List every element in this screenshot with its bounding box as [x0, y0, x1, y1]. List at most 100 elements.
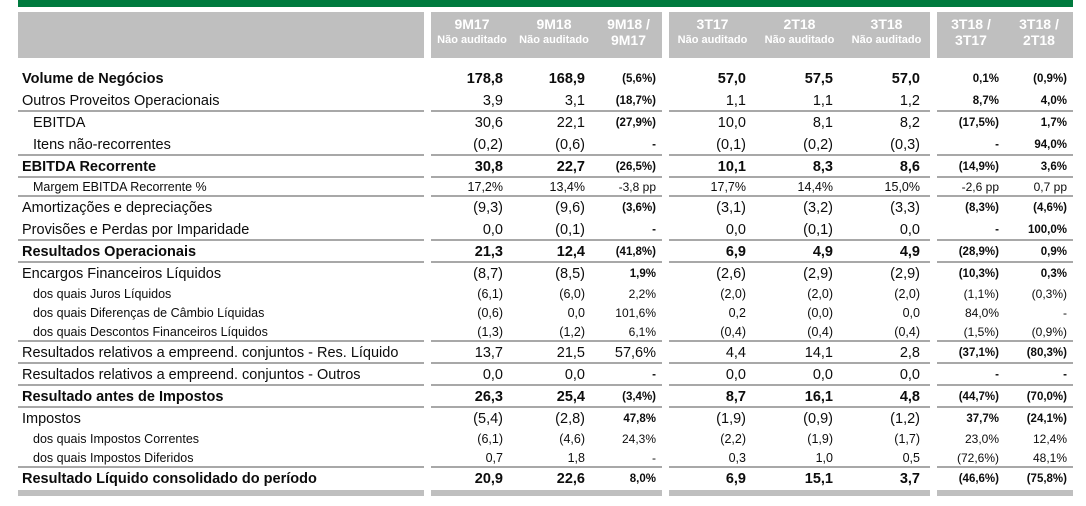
value-cell: (0,1)	[716, 137, 746, 153]
column-gap	[930, 68, 937, 90]
value-cell: (3,4%)	[622, 391, 656, 403]
table-row: Margem EBITDA Recorrente % 17,2% 13,4% -3,8…	[18, 178, 1073, 197]
value-cell: 0,3%	[1040, 268, 1067, 280]
value-segment: (72,6%) 48,1%	[937, 449, 1073, 468]
row-label: Resultados Operacionais	[22, 244, 197, 260]
value-cell: 1,9%	[629, 268, 656, 280]
value-segment: 4,4 14,1 2,8	[669, 342, 930, 364]
value-segment: 10,1 8,3 8,6	[669, 156, 930, 178]
column-gap	[662, 156, 669, 178]
value-cell: 57,5	[804, 71, 833, 87]
value-cell: 25,4	[556, 389, 585, 405]
value-segment: (8,7) (8,5) 1,9%	[431, 263, 662, 285]
value-cell: 0,0	[725, 367, 746, 383]
table-row: EBITDA 30,6 22,1 (27,9%) 10,0 8,1 8,2 (17,5%) 1,…	[18, 112, 1073, 134]
column-header-3t18: 3T18 /3T17	[937, 12, 1005, 58]
value-segment: (28,9%) 0,9%	[937, 241, 1073, 263]
value-cell: 22,6	[556, 471, 585, 487]
row-label-segment: Resultado Líquido consolidado do período	[18, 468, 424, 490]
column-gap	[662, 323, 669, 342]
value-segment: (1,1%) (0,3%)	[937, 285, 1073, 304]
value-cell: 6,1%	[628, 325, 656, 339]
column-gap	[424, 364, 431, 386]
column-gap	[424, 241, 431, 263]
value-cell: 23,0%	[964, 432, 999, 446]
table-row: Resultado antes de Impostos 26,3 25,4 (3,4%…	[18, 386, 1073, 408]
value-segment: 3,9 3,1 (18,7%)	[431, 90, 662, 112]
column-gap	[424, 304, 431, 323]
column-gap	[662, 468, 669, 490]
value-cell: -	[652, 224, 656, 236]
column-header-9m18: 9M18 /9M17	[595, 12, 662, 58]
value-cell: 3,1	[564, 93, 585, 109]
value-cell: (3,2)	[803, 200, 833, 216]
value-cell: 94,0%	[1034, 139, 1067, 151]
table-row: dos quais Impostos Correntes (6,1) (4,6) 24…	[18, 430, 1073, 449]
value-cell: 0,0	[567, 306, 585, 320]
value-cell: (72,6%)	[956, 451, 999, 465]
value-cell: (0,6)	[555, 137, 585, 153]
table-row: Resultados relativos a empreend. conjunt…	[18, 364, 1073, 386]
value-cell: 4,9	[812, 244, 833, 260]
value-cell: -2,6 pp	[961, 180, 999, 194]
table-row: dos quais Juros Líquidos (6,1) (6,0) 2,2% (2…	[18, 285, 1073, 304]
value-cell: 12,4	[556, 244, 585, 260]
table-row: Itens não-recorrentes (0,2) (0,6) - (0,1) (0,…	[18, 134, 1073, 156]
value-cell: (6,0)	[559, 287, 585, 301]
column-gap	[662, 342, 669, 364]
value-cell: 0,2	[728, 306, 746, 320]
bottom-bar-segment	[669, 490, 930, 496]
value-cell: (1,5%)	[963, 325, 999, 339]
value-cell: 57,0	[717, 71, 746, 87]
row-label-segment: dos quais Diferenças de Câmbio Líquidas	[18, 304, 424, 323]
table-row: Resultados relativos a empreend. conjunt…	[18, 342, 1073, 364]
value-cell: 168,9	[548, 71, 585, 87]
value-cell: (8,3%)	[965, 202, 999, 214]
value-cell: (1,7)	[894, 432, 920, 446]
value-cell: 14,4%	[797, 180, 833, 194]
value-cell: 2,8	[899, 345, 920, 361]
value-segment: 20,9 22,6 8,0%	[431, 468, 662, 490]
value-segment: 0,0 0,0 0,0	[669, 364, 930, 386]
value-cell: (2,9)	[890, 266, 920, 282]
value-cell: (80,3%)	[1026, 347, 1067, 359]
column-gap	[930, 323, 937, 342]
value-cell: 1,0	[815, 451, 833, 465]
value-segment: 8,7% 4,0%	[937, 90, 1073, 112]
column-gap	[424, 263, 431, 285]
value-cell: 0,0	[899, 222, 920, 238]
value-cell: 0,5	[902, 451, 920, 465]
value-cell: -	[995, 369, 999, 381]
column-gap	[424, 408, 431, 430]
value-cell: (0,4)	[720, 325, 746, 339]
column-gap	[424, 285, 431, 304]
value-segment: 0,0 (0,1) 0,0	[669, 219, 930, 241]
value-segment: (0,6) 0,0 101,6%	[431, 304, 662, 323]
value-segment: (6,1) (6,0) 2,2%	[431, 285, 662, 304]
value-cell: (37,1%)	[958, 347, 999, 359]
value-cell: (9,6)	[555, 200, 585, 216]
value-cell: -	[652, 451, 656, 465]
value-segment: (8,3%) (4,6%)	[937, 197, 1073, 219]
column-gap	[930, 285, 937, 304]
value-segment: 0,0 0,0 -	[431, 364, 662, 386]
value-cell: (0,9)	[803, 411, 833, 427]
header-column-group: 3T18 /3T17 3T18 /2T18	[937, 12, 1073, 58]
value-cell: (5,6%)	[622, 73, 656, 85]
column-gap	[662, 197, 669, 219]
row-label: dos quais Impostos Correntes	[33, 432, 200, 446]
column-header-period: 3T18 /	[1019, 16, 1059, 32]
column-header-3t18: 3T18 /2T18	[1005, 12, 1073, 58]
value-cell: 100,0%	[1027, 224, 1067, 236]
row-label: Itens não-recorrentes	[33, 137, 171, 153]
column-gap	[424, 178, 431, 197]
value-cell: 1,1	[812, 93, 833, 109]
value-segment: 6,9 4,9 4,9	[669, 241, 930, 263]
column-gap	[424, 134, 431, 156]
value-cell: -	[1063, 369, 1067, 381]
table-row: Resultado Líquido consolidado do período…	[18, 468, 1073, 490]
value-cell: (0,3%)	[1031, 287, 1067, 301]
value-segment: 0,1% (0,9%)	[937, 68, 1073, 90]
row-label-segment: Margem EBITDA Recorrente %	[18, 178, 424, 197]
column-gap	[424, 386, 431, 408]
